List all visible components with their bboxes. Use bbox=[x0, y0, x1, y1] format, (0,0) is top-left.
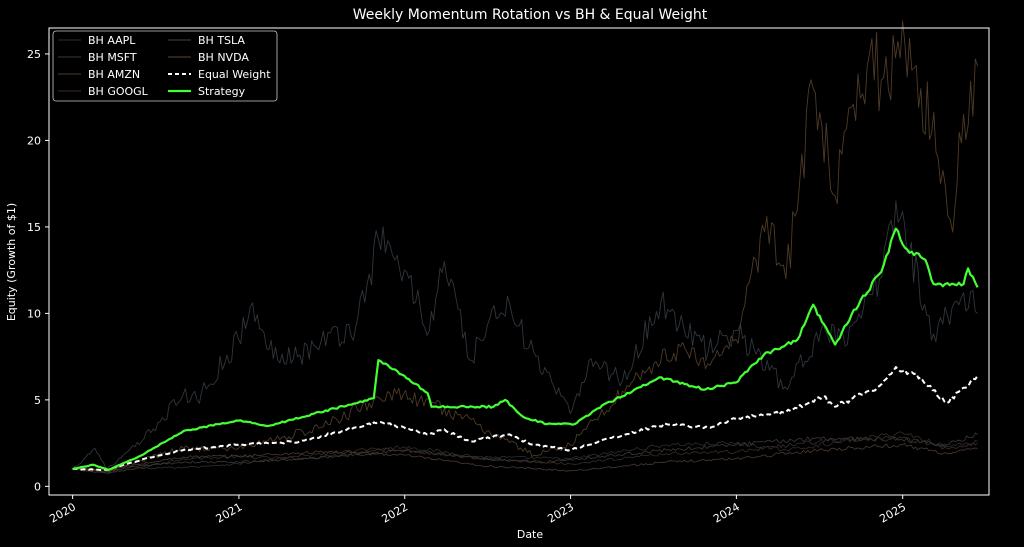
y-tick-label: 20 bbox=[27, 134, 41, 147]
y-tick-label: 10 bbox=[27, 307, 41, 320]
legend-label: BH MSFT bbox=[88, 51, 137, 64]
y-axis: 0 5 10 15 20 25 bbox=[27, 48, 49, 493]
legend-label: Equal Weight bbox=[198, 68, 271, 81]
series-line-strategy bbox=[72, 227, 979, 471]
legend-label: Strategy bbox=[198, 85, 246, 98]
series-line-bh-nvda bbox=[72, 20, 979, 473]
legend-label: BH AMZN bbox=[88, 68, 140, 81]
legend-label: BH TSLA bbox=[198, 34, 245, 47]
series-line-bh-msft bbox=[72, 432, 978, 473]
legend-box bbox=[52, 30, 278, 102]
chart-title: Weekly Momentum Rotation vs BH & Equal W… bbox=[353, 7, 708, 23]
y-tick-label: 25 bbox=[27, 48, 41, 61]
series-line-equal-weight bbox=[72, 366, 979, 472]
legend-label: BH GOOGL bbox=[88, 85, 149, 98]
y-tick-label: 15 bbox=[27, 221, 41, 234]
y-tick-label: 5 bbox=[34, 394, 41, 407]
legend: BH AAPL BH MSFT BH AMZN BH GOOGL BH TSLA BH N… bbox=[52, 30, 278, 102]
x-axis-label: Date bbox=[517, 528, 544, 541]
plot-frame bbox=[48, 27, 990, 496]
legend-label: BH NVDA bbox=[198, 51, 249, 64]
series-line-bh-tsla bbox=[72, 200, 978, 470]
series-line-bh-aapl bbox=[72, 431, 978, 474]
series-line-bh-googl bbox=[72, 436, 978, 474]
y-axis-label: Equity (Growth of $1) bbox=[5, 203, 18, 321]
y-tick-label: 0 bbox=[34, 480, 41, 493]
series-line-bh-amzn bbox=[72, 442, 978, 472]
legend-label: BH AAPL bbox=[88, 34, 136, 47]
series-layer bbox=[72, 20, 979, 474]
